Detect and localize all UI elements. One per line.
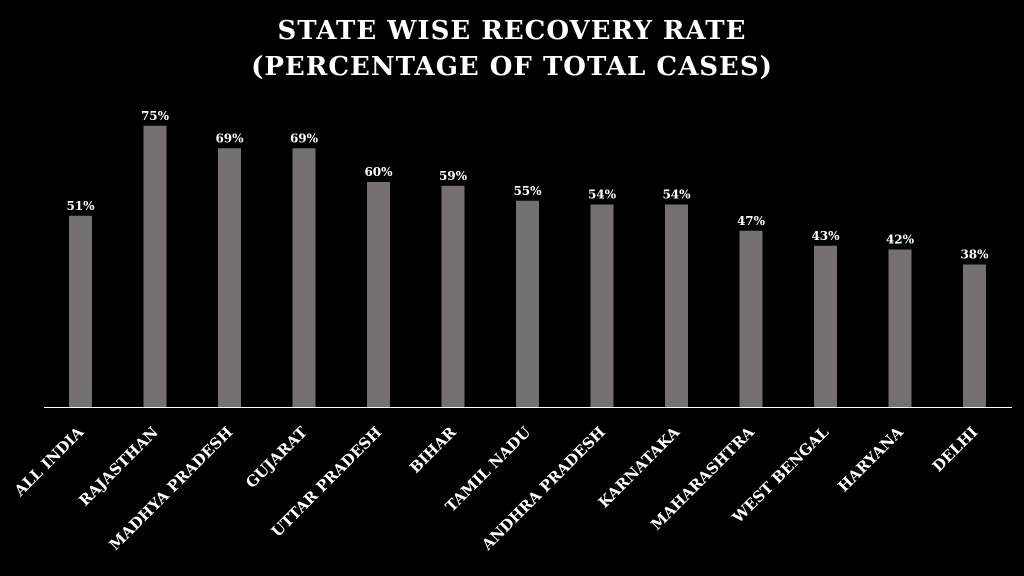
bar-11: [888, 249, 912, 407]
bar-12: [963, 264, 986, 407]
value-label-7: 54%: [588, 188, 617, 202]
bar-3: [292, 148, 316, 407]
value-labels-group: 51% 75% 69% 69% 60% 59% 55% 54% 54% 47% 43% 42% 38%: [66, 109, 989, 262]
chart-title-line-2: (PERCENTAGE OF TOTAL CASES): [251, 52, 773, 82]
value-label-12: 38%: [960, 248, 989, 262]
value-label-11: 42%: [886, 233, 915, 247]
value-label-1: 75%: [141, 109, 170, 123]
bar-9: [739, 230, 763, 407]
bar-0: [69, 215, 92, 407]
bar-8: [665, 204, 688, 407]
bar-10: [814, 245, 837, 407]
bar-4: [367, 182, 390, 407]
value-label-9: 47%: [737, 214, 766, 228]
bar-5: [441, 185, 465, 407]
bar-6: [516, 200, 539, 407]
bar-2: [218, 148, 241, 407]
value-label-0: 51%: [66, 199, 95, 213]
value-label-4: 60%: [364, 165, 393, 179]
bars-group: [69, 125, 986, 407]
value-label-3: 69%: [290, 131, 319, 145]
value-label-6: 55%: [513, 184, 542, 198]
category-label-11: HARYANA: [834, 423, 907, 496]
category-label-5: BIHAR: [406, 423, 460, 477]
category-label-12: DELHI: [929, 423, 981, 475]
value-label-8: 54%: [662, 188, 691, 202]
category-label-2: MADHYA PRADESH: [106, 423, 237, 554]
value-label-10: 43%: [811, 229, 840, 243]
bar-7: [590, 204, 614, 407]
category-label-7: ANDHRA PRADESH: [478, 423, 609, 554]
bar-1: [143, 125, 167, 407]
category-label-3: GUJARAT: [242, 423, 311, 492]
value-label-5: 59%: [439, 169, 468, 183]
value-label-2: 69%: [215, 131, 244, 145]
chart-title-line-1: STATE WISE RECOVERY RATE: [277, 16, 747, 46]
category-label-0: ALL INDIA: [10, 423, 88, 501]
